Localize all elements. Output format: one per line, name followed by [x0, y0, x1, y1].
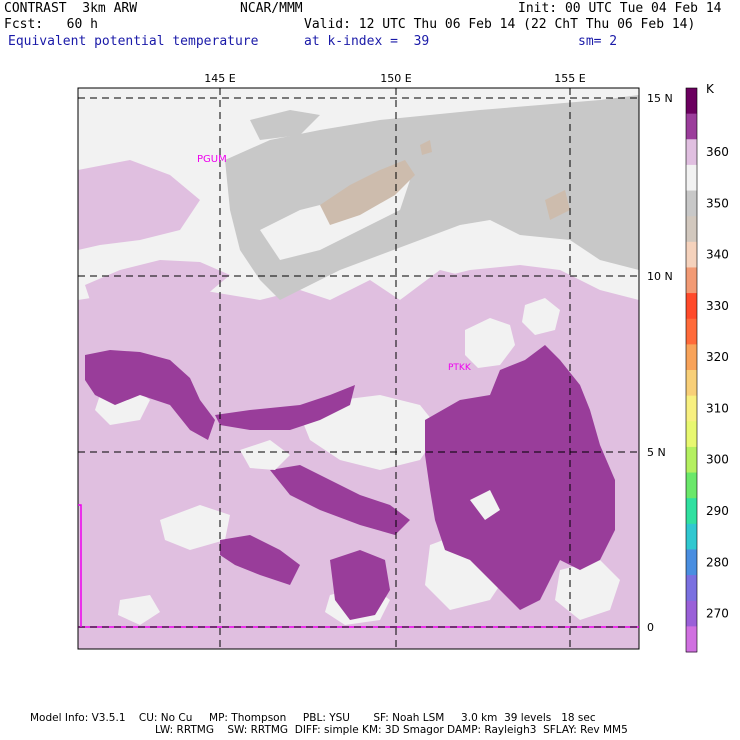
colorbar-swatch — [686, 498, 697, 525]
smoothing-info: sm= 2 — [578, 34, 618, 49]
colorbar-swatch — [686, 421, 697, 448]
colorbar-swatch — [686, 395, 697, 422]
lat-label-10n: 10 N — [647, 270, 673, 283]
domain-boundary — [78, 504, 82, 627]
lon-label-155e: 155 E — [554, 72, 585, 85]
colorbar-swatch — [686, 267, 697, 294]
colorbar-labels: 360 350 340 330 320 310 300 290 280 270 — [706, 145, 729, 620]
station-label-ptkk: PTKK — [448, 363, 472, 373]
colorbar-swatch — [686, 241, 697, 268]
map-border — [77, 87, 640, 650]
lat-label-5n: 5 N — [647, 446, 666, 459]
colorbar-swatch — [686, 293, 697, 320]
forecast-hour: Fcst: 60 h — [4, 17, 98, 32]
colorbar: K 360 350 340 330 320 310 300 290 280 270 — [685, 82, 729, 653]
field-name: Equivalent potential temperature — [8, 34, 259, 49]
colorbar-label: 360 — [706, 145, 729, 159]
lat-label-0: 0 — [647, 621, 654, 634]
equivalent-potential-temperature-field — [78, 88, 639, 649]
colorbar-swatch — [686, 164, 697, 192]
colorbar-label: 320 — [706, 350, 729, 364]
colorbar-swatch — [686, 190, 697, 217]
colorbar-label: 280 — [706, 555, 729, 569]
footer-model-info: Model Info: V3.5.1 CU: No Cu MP: Thompso… — [30, 712, 596, 724]
lon-label-145e: 145 E — [204, 72, 235, 85]
colorbar-swatch — [686, 216, 697, 243]
station-label-pgum: PGUM — [197, 154, 227, 165]
colorbar-swatch — [686, 113, 697, 140]
colorbar-swatch — [686, 549, 697, 576]
colorbar-label: 330 — [706, 299, 729, 313]
colorbar-label: 270 — [706, 607, 729, 621]
colorbar-swatch — [686, 575, 697, 602]
level-info: at k-index = 39 — [304, 34, 430, 49]
init-time: Init: 00 UTC Tue 04 Feb 14 — [518, 1, 722, 16]
colorbar-swatch — [686, 472, 697, 499]
colorbar-label: 290 — [706, 504, 729, 518]
colorbar-border — [685, 87, 698, 653]
valid-time: Valid: 12 UTC Thu 06 Feb 14 (22 ChT Thu … — [304, 17, 696, 32]
colorbar-label: 300 — [706, 453, 729, 467]
colorbar-swatch — [686, 344, 697, 371]
colorbar-swatches — [685, 87, 698, 653]
colorbar-swatch — [686, 523, 697, 550]
colorbar-swatch — [686, 318, 697, 345]
lon-label-150e: 150 E — [380, 72, 411, 85]
colorbar-label: 350 — [706, 196, 729, 210]
lat-lon-grid — [78, 88, 639, 649]
footer-physics-info: LW: RRTMG SW: RRTMG DIFF: simple KM: 3D … — [155, 724, 628, 736]
model-title: CONTRAST 3km ARW — [4, 1, 138, 16]
colorbar-swatch — [686, 626, 697, 653]
lat-label-15n: 15 N — [647, 92, 673, 105]
colorbar-swatch — [686, 446, 697, 474]
colorbar-swatch — [686, 88, 697, 115]
colorbar-swatch — [686, 600, 697, 627]
center-name: NCAR/MMM — [240, 1, 303, 16]
colorbar-unit: K — [706, 82, 715, 96]
map-figure: 145 E 150 E 155 E 15 N 10 N 5 N 0 PGUM P… — [77, 72, 729, 653]
colorbar-swatch — [686, 370, 697, 397]
colorbar-swatch — [686, 139, 697, 166]
colorbar-label: 310 — [706, 402, 729, 416]
colorbar-label: 340 — [706, 248, 729, 262]
